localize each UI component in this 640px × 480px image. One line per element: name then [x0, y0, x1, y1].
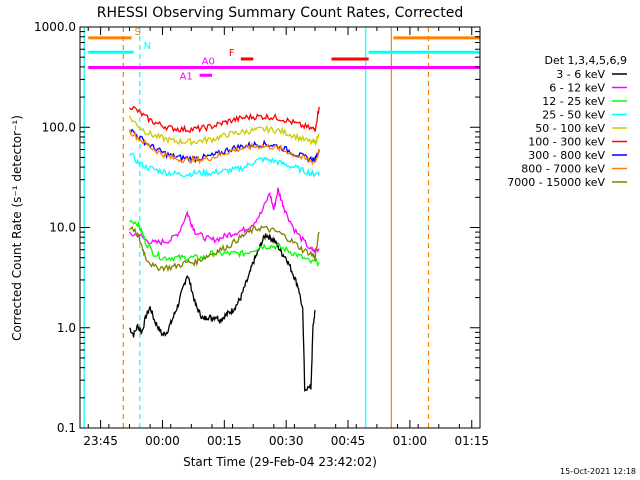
series-line	[129, 105, 320, 134]
x-tick-label: 00:00	[145, 434, 180, 448]
legend-entry-label: 100 - 300 keV	[528, 136, 605, 149]
flag-label: A0	[202, 56, 215, 67]
legend-entry-label: 25 - 50 keV	[542, 109, 605, 122]
chart-title: RHESSI Observing Summary Count Rates, Co…	[97, 5, 463, 21]
legend-entry-label: 50 - 100 keV	[535, 122, 605, 135]
y-tick-label: 1000.0	[34, 20, 76, 34]
x-tick-label: 00:30	[269, 434, 304, 448]
x-tick-label: 23:45	[83, 434, 118, 448]
series-line	[128, 115, 320, 147]
x-axis-label: Start Time (29-Feb-04 23:42:02)	[183, 455, 377, 469]
legend-title: Det 1,3,4,5,6,9	[544, 54, 627, 67]
x-tick-label: 00:45	[331, 434, 366, 448]
series-line	[128, 152, 320, 178]
y-axis-label: Corrected Count Rate (s⁻¹ detector⁻¹)	[10, 115, 24, 341]
flag-label: F	[229, 48, 235, 59]
x-tick-label: 01:15	[454, 434, 489, 448]
flag-label: A1	[180, 71, 193, 82]
legend-entry-label: 7000 - 15000 keV	[507, 176, 605, 189]
legend-entry-label: 12 - 25 keV	[542, 95, 605, 108]
series-line	[129, 219, 320, 268]
y-tick-label: 1.0	[57, 321, 76, 335]
footer-timestamp: 15-Oct-2021 12:18	[560, 467, 636, 476]
flag-label: N	[144, 41, 151, 52]
series-line	[129, 233, 316, 392]
flag-label: S	[135, 27, 141, 38]
legend-entry-label: 800 - 7000 keV	[521, 163, 605, 176]
y-tick-label: 100.0	[42, 120, 76, 134]
y-tick-label: 0.1	[57, 421, 76, 435]
legend-entry-label: 6 - 12 keV	[549, 82, 605, 95]
series-line	[129, 225, 320, 273]
x-tick-label: 00:15	[207, 434, 242, 448]
series-line	[128, 187, 320, 254]
y-tick-label: 10.0	[49, 221, 76, 235]
series-line	[128, 129, 320, 166]
x-tick-label: 01:00	[393, 434, 428, 448]
legend-entry-label: 3 - 6 keV	[556, 68, 605, 81]
legend-entry-label: 300 - 800 keV	[528, 149, 605, 162]
